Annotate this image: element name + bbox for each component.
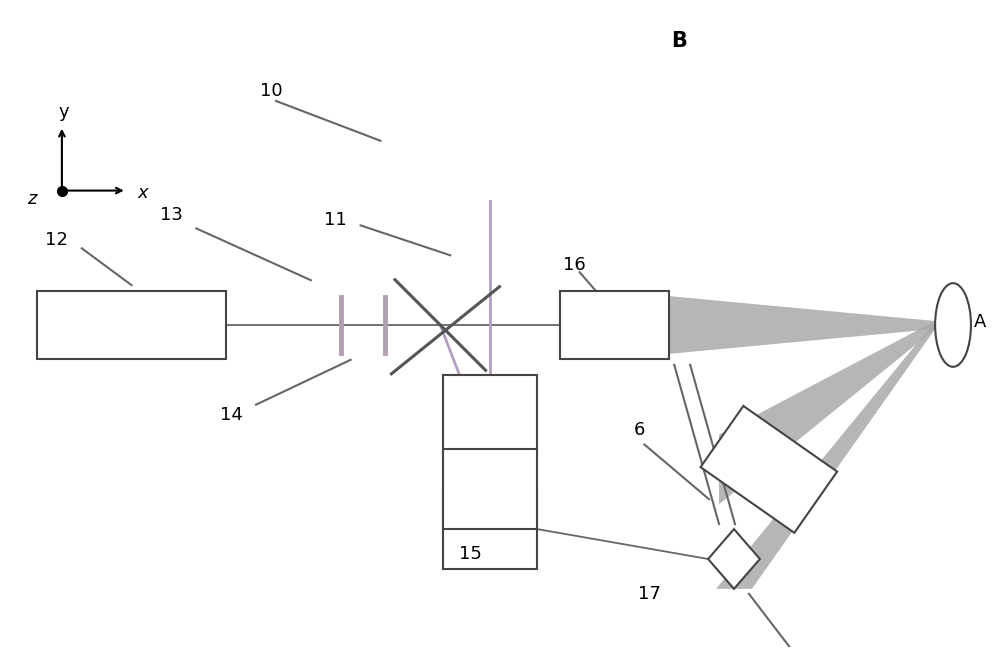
Polygon shape	[708, 529, 760, 589]
Text: x: x	[137, 183, 148, 202]
Bar	[443, 489, 537, 569]
Ellipse shape	[935, 283, 971, 367]
Text: 14: 14	[220, 406, 243, 424]
Bar	[443, 375, 537, 454]
Polygon shape	[701, 406, 837, 533]
Text: 17: 17	[638, 585, 661, 603]
Text: z: z	[27, 190, 37, 207]
Bar	[443, 450, 537, 529]
Bar	[37, 291, 226, 359]
Text: 13: 13	[160, 207, 183, 224]
Text: 11: 11	[324, 211, 347, 229]
Text: y: y	[59, 103, 69, 121]
Polygon shape	[669, 296, 935, 354]
Polygon shape	[719, 321, 935, 504]
Text: 10: 10	[260, 82, 282, 100]
Text: 6: 6	[634, 421, 645, 439]
Text: 16: 16	[563, 256, 586, 274]
Text: B: B	[671, 31, 687, 51]
Text: 15: 15	[459, 545, 482, 563]
Text: A: A	[974, 313, 986, 331]
Bar	[560, 291, 669, 359]
Text: 12: 12	[45, 231, 68, 249]
Polygon shape	[716, 321, 935, 589]
